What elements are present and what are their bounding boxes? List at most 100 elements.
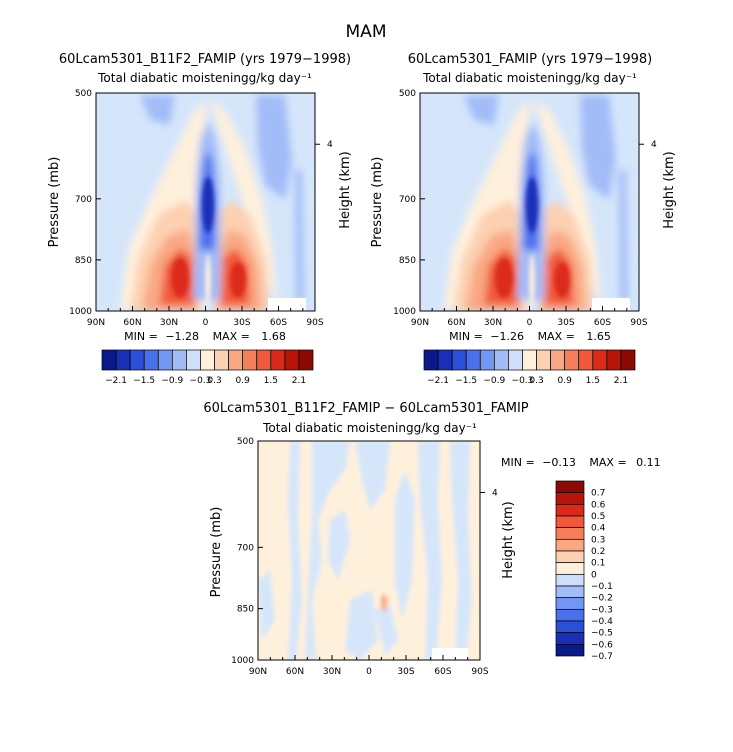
panel-a-max-value: 1.68 bbox=[261, 330, 286, 343]
panel-b-colorbar bbox=[423, 349, 636, 371]
panel-c-blue-band-7 bbox=[418, 441, 442, 660]
colorbar-swatch bbox=[550, 349, 566, 371]
colorbar-swatch bbox=[555, 585, 585, 599]
colorbar-swatch bbox=[555, 562, 585, 575]
panel-a-subtitle-text: Total diabatic moistening bbox=[97, 71, 248, 85]
colorbar-label: −2.1 bbox=[427, 376, 449, 386]
colorbar-swatch bbox=[200, 349, 215, 371]
panel-a-missing-data bbox=[268, 298, 306, 311]
colorbar-label: 1.5 bbox=[264, 376, 278, 386]
panel-c-blue-band-5 bbox=[345, 590, 378, 660]
colorbar-label: −0.3 bbox=[190, 376, 212, 386]
panel-a: 60Lcam5301_B11F2_FAMIP (yrs 1979−1998) T… bbox=[47, 52, 353, 386]
colorbar-label: 0.9 bbox=[558, 376, 573, 386]
colorbar-swatch bbox=[564, 349, 580, 371]
x-tick-label: 60N bbox=[286, 667, 304, 677]
panel-a-colorbar-labels: −2.1 −1.5 −0.9 −0.30.3 0.9 1.5 2.1 bbox=[105, 376, 306, 386]
x-tick-label: 30S bbox=[233, 318, 250, 328]
panel-b-units-text: g/kg day⁻¹ bbox=[574, 71, 637, 85]
panel-b-max-value: 1.65 bbox=[586, 330, 611, 343]
panel-c-contours bbox=[258, 441, 472, 660]
panel-a-ylabel: Pressure (mb) bbox=[47, 157, 62, 248]
x-tick-label: 60N bbox=[123, 318, 141, 328]
panel-c-missing-data bbox=[432, 648, 468, 660]
colorbar-swatch bbox=[555, 515, 585, 529]
colorbar-swatch bbox=[606, 349, 622, 371]
x-tick-label: 90N bbox=[249, 667, 267, 677]
colorbar-swatch bbox=[508, 349, 523, 371]
x-tick-label: 0 bbox=[203, 318, 209, 328]
colorbar-swatch bbox=[555, 492, 585, 505]
panel-c-blue-band-8 bbox=[450, 441, 472, 660]
colorbar-label: 0.3 bbox=[591, 535, 605, 545]
panel-c-y-ticks: 500 700 850 1000 bbox=[231, 437, 263, 666]
panel-b-max-label: MAX = bbox=[538, 330, 575, 343]
colorbar-label: −0.3 bbox=[591, 605, 613, 615]
colorbar-swatch bbox=[270, 349, 286, 371]
panel-a-max-label: MAX = bbox=[213, 330, 250, 343]
x-tick-label: 90N bbox=[411, 318, 429, 328]
panel-c-blue-band-10 bbox=[258, 570, 275, 640]
colorbar-swatch bbox=[555, 550, 585, 564]
panel-b-blue-core bbox=[526, 177, 538, 233]
panel-c-min-label: MIN = bbox=[501, 456, 535, 469]
panel-c-ylabel: Pressure (mb) bbox=[209, 507, 224, 598]
colorbar-swatch bbox=[555, 480, 585, 494]
panel-b: 60Lcam5301_FAMIP (yrs 1979−1998) Total d… bbox=[370, 52, 677, 386]
x-tick-label: 0 bbox=[366, 667, 372, 677]
panel-a-white-stripe bbox=[205, 254, 211, 306]
colorbar-label: 0.2 bbox=[591, 547, 605, 557]
x-tick-label: 60S bbox=[594, 318, 611, 328]
colorbar-swatch bbox=[157, 349, 173, 371]
panel-a-red-core-left bbox=[171, 258, 189, 298]
panel-b-right-ticks: 4 bbox=[639, 140, 657, 150]
colorbar-label: 1.5 bbox=[586, 376, 600, 386]
panel-c-min-value: −0.13 bbox=[542, 456, 576, 469]
panel-b-colorbar-labels: −2.1 −1.5 −0.9 −0.30.3 0.9 1.5 2.1 bbox=[427, 376, 628, 386]
colorbar-swatch bbox=[555, 608, 585, 622]
panel-c-orange-spot bbox=[381, 594, 387, 612]
panel-b-minmax: MIN = −1.26 MAX = 1.65 bbox=[449, 330, 611, 343]
panel-a-title: 60Lcam5301_B11F2_FAMIP (yrs 1979−1998) bbox=[59, 52, 351, 67]
colorbar-swatch bbox=[129, 349, 145, 371]
x-tick-label: 30N bbox=[484, 318, 502, 328]
colorbar-label: −0.1 bbox=[591, 582, 613, 592]
colorbar-label: 0.9 bbox=[236, 376, 251, 386]
panel-a-colorbar bbox=[101, 349, 314, 371]
panel-b-x-ticks: 90N 60N 30N 0 30S 60S 90S bbox=[411, 306, 648, 328]
colorbar-label: −0.2 bbox=[591, 594, 613, 604]
colorbar-swatch bbox=[423, 349, 439, 371]
colorbar-swatch bbox=[555, 538, 585, 552]
panel-a-blue-core bbox=[202, 177, 214, 233]
colorbar-label: 0.5 bbox=[591, 512, 605, 522]
panel-c-units-text: g/kg day⁻¹ bbox=[414, 421, 477, 435]
colorbar-label: 0.6 bbox=[591, 500, 606, 510]
season-title: MAM bbox=[346, 22, 387, 42]
y-tick-label: 1000 bbox=[69, 307, 92, 317]
colorbar-swatch bbox=[298, 349, 314, 371]
x-tick-label: 90S bbox=[471, 667, 488, 677]
panel-a-y-ticks: 500 700 850 1000 bbox=[69, 89, 101, 317]
colorbar-swatch bbox=[143, 349, 159, 371]
colorbar-swatch bbox=[555, 643, 585, 657]
panel-c: 60Lcam5301_B11F2_FAMIP − 60Lcam5301_FAMI… bbox=[203, 401, 660, 677]
panel-a-right-ticks: 4 bbox=[315, 140, 333, 150]
colorbar-swatch bbox=[256, 349, 272, 371]
x-tick-label: 30S bbox=[397, 667, 414, 677]
panel-c-max-label: MAX = bbox=[589, 456, 626, 469]
right-tick-label: 4 bbox=[327, 140, 333, 150]
x-tick-label: 30N bbox=[160, 318, 178, 328]
panel-b-title: 60Lcam5301_FAMIP (yrs 1979−1998) bbox=[408, 52, 653, 67]
panel-a-minmax: MIN = −1.28 MAX = 1.68 bbox=[124, 330, 286, 343]
colorbar-swatch bbox=[555, 620, 585, 634]
panel-b-ylabel: Pressure (mb) bbox=[370, 157, 385, 248]
panel-c-ylabel-right: Height (km) bbox=[501, 501, 516, 578]
y-tick-label: 850 bbox=[237, 605, 254, 615]
panel-b-white-stripe bbox=[529, 254, 535, 306]
x-tick-label: 60S bbox=[270, 318, 287, 328]
panel-b-blue-upper-left bbox=[464, 95, 499, 125]
panel-a-blue-column-right bbox=[295, 170, 304, 300]
colorbar-label: −0.5 bbox=[591, 629, 613, 639]
panel-a-blue-upper-right bbox=[256, 95, 292, 200]
colorbar-label: 0.1 bbox=[591, 559, 605, 569]
